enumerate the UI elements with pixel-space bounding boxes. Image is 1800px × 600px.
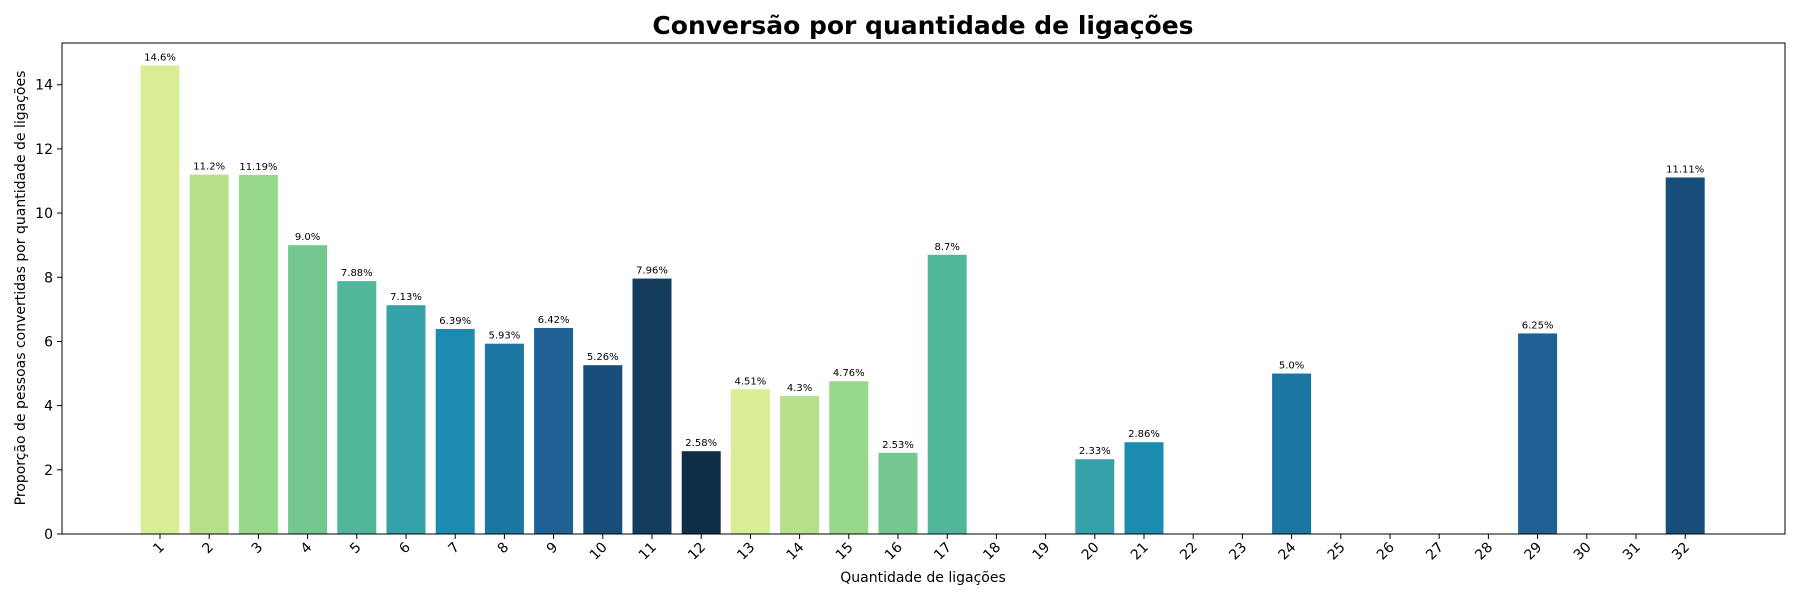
plot-frame [61,42,1786,535]
bar [238,174,278,535]
data-label: 5.93% [489,331,521,342]
data-label: 4.3% [787,383,812,394]
x-tick-label: 12 [685,540,709,564]
bar [583,365,623,534]
data-label: 6.25% [1522,320,1554,331]
x-tick-label: 30 [1571,540,1595,564]
bar [140,65,180,534]
x-tick-label: 14 [784,539,808,563]
x-tick-label: 24 [1276,539,1300,563]
x-tick-label: 21 [1128,540,1152,564]
x-tick-label: 23 [1226,540,1250,564]
data-label: 11.2% [193,162,225,173]
y-tick-label: 12 [35,142,53,158]
bar [681,451,721,534]
data-label: 9.0% [295,232,320,243]
data-label: 5.0% [1279,361,1304,372]
bar [780,396,820,534]
x-tick-label: 9 [544,540,562,558]
chart-title: Conversão por quantidade de ligações [652,11,1193,40]
data-label: 2.86% [1128,429,1160,440]
x-tick-label: 31 [1620,540,1644,564]
data-label: 8.7% [934,242,959,253]
plot-area: 0246810121414.6%111.2%211.19%39.0%47.88%… [35,52,1705,563]
bar [337,281,377,534]
x-tick-label: 25 [1325,540,1349,564]
x-tick-label: 5 [347,540,365,558]
x-tick-label: 3 [249,540,267,558]
data-label: 6.42% [538,315,570,326]
x-tick-label: 6 [396,539,414,557]
data-label: 2.58% [685,438,717,449]
bar [829,381,869,534]
x-tick-label: 22 [1177,540,1201,564]
bar [878,452,918,534]
x-tick-label: 29 [1522,540,1546,564]
bar [632,278,672,534]
x-tick-label: 28 [1472,540,1496,564]
bar [1518,333,1558,534]
bar [730,389,770,534]
bar [484,343,524,534]
x-tick-label: 16 [882,539,906,563]
x-tick-label: 2 [199,540,217,558]
y-axis-label: Proporção de pessoas convertidas por qua… [13,71,29,506]
x-tick-label: 11 [636,540,660,564]
data-label: 7.96% [636,266,668,277]
bar [189,174,229,534]
bar [386,305,426,534]
data-label: 2.33% [1079,446,1111,457]
x-tick-label: 19 [1030,540,1054,564]
data-label: 11.11% [1666,164,1704,175]
x-tick-label: 4 [298,539,316,557]
data-label: 7.88% [341,268,373,279]
y-tick-label: 0 [44,527,53,543]
y-tick-label: 14 [35,78,53,94]
x-tick-label: 10 [587,540,611,564]
bar [1665,177,1705,535]
x-tick-label: 17 [931,540,955,564]
x-tick-label: 13 [734,540,758,564]
x-tick-label: 26 [1374,539,1398,563]
bar [534,327,574,534]
y-tick-label: 6 [44,334,53,350]
x-tick-label: 18 [980,540,1004,564]
data-label: 4.51% [735,376,767,387]
y-tick-label: 4 [44,399,53,415]
data-label: 2.53% [882,440,914,451]
x-tick-label: 32 [1669,540,1693,564]
data-label: 14.6% [144,52,176,63]
bar [1075,459,1115,534]
data-label: 5.26% [587,352,619,363]
x-tick-label: 7 [445,540,463,558]
y-tick-label: 8 [44,270,53,286]
y-tick-label: 2 [44,463,53,479]
data-label: 6.39% [439,316,471,327]
data-label: 11.19% [239,162,277,173]
x-tick-label: 27 [1423,540,1447,564]
bar [288,245,328,535]
x-tick-label: 8 [495,540,513,558]
bar [1272,373,1312,534]
bar [927,254,967,534]
data-label: 4.76% [833,368,865,379]
y-tick-label: 10 [35,206,53,222]
x-tick-label: 1 [150,540,168,558]
x-tick-label: 20 [1079,540,1103,564]
bar [435,328,475,534]
bar [1124,442,1164,534]
data-label: 7.13% [390,292,422,303]
x-axis-label: Quantidade de ligações [840,570,1006,586]
x-tick-label: 15 [833,540,857,564]
